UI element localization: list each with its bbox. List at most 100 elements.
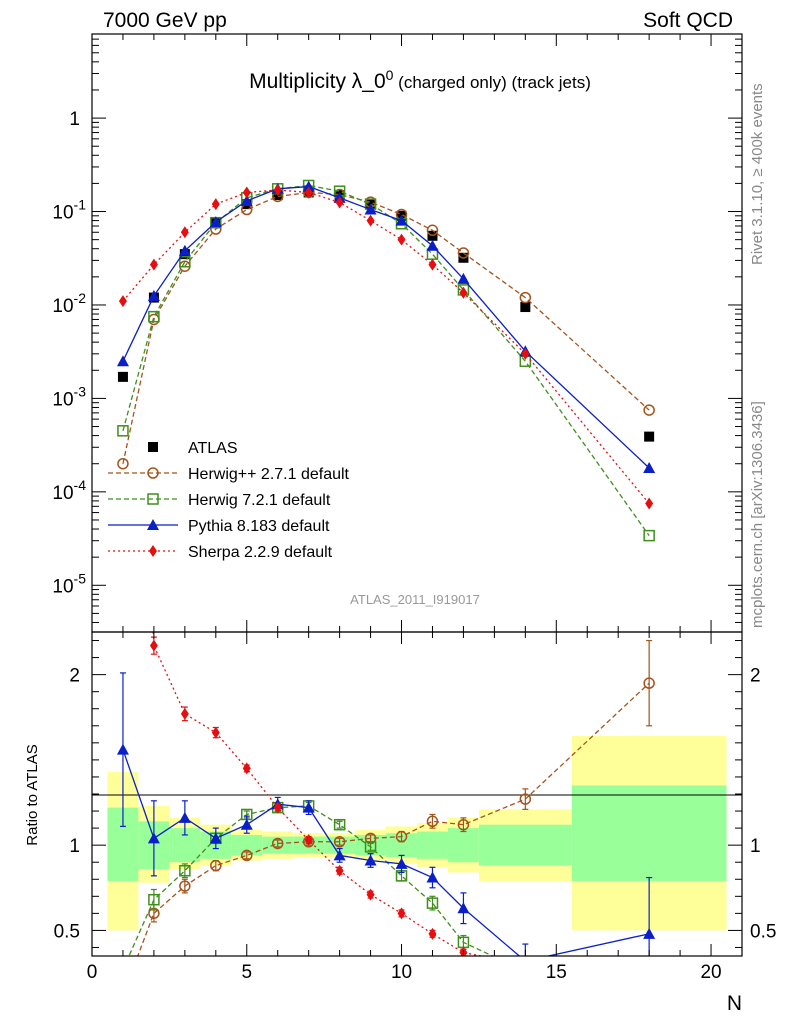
ratio-point (240, 818, 253, 830)
series-line (122, 184, 650, 536)
x-tick-label: 0 (87, 962, 98, 983)
ratio-point (426, 815, 439, 828)
data-point (643, 404, 655, 416)
ratio-point (179, 880, 191, 892)
data-point (180, 226, 189, 239)
ratio-series-herwig-- (118, 639, 655, 1000)
main-plot-frame (91, 33, 743, 633)
legend-entry: Herwig 7.2.1 default (108, 492, 331, 509)
data-point (149, 258, 158, 271)
data-point (118, 295, 127, 308)
data-point (643, 461, 656, 473)
data-point (520, 302, 531, 313)
data-point (395, 214, 408, 226)
ratio-point (645, 977, 653, 989)
stat-band (386, 833, 417, 858)
data-point (428, 258, 437, 271)
data-point (178, 244, 191, 256)
ratio-point (180, 707, 189, 720)
stat-band (478, 824, 572, 866)
ratio-plot-panel: 0 5 10 15 20 0.5 0.5 1 1 2 2 Ratio to ATLAS N (24, 631, 776, 1015)
x-axis-label: N (727, 992, 742, 1015)
side-label-bottom: mcplots.cern.ch [arXiv:1306.3436] (749, 401, 766, 628)
legend-marker (147, 519, 159, 530)
data-point (519, 291, 532, 304)
series-line (122, 185, 650, 469)
ratio-point (333, 818, 346, 831)
ratio-point (644, 997, 654, 1007)
ratio-point (643, 677, 655, 689)
ratio-point (116, 743, 129, 755)
ratio-point (148, 893, 160, 906)
series-line (122, 191, 650, 464)
analysis-label: ATLAS_2011_I919017 (350, 592, 480, 607)
series-atlas (117, 187, 655, 442)
ratio-y-tick-label-right: 2 (750, 666, 761, 687)
stat-band (417, 831, 448, 859)
ratio-point (333, 835, 346, 848)
stat-band (447, 828, 479, 863)
x-tick-label: 5 (241, 962, 252, 983)
x-tick-label: 10 (391, 962, 412, 983)
data-point (209, 216, 222, 228)
data-point (117, 371, 128, 382)
x-tick-label: 20 (700, 962, 721, 983)
ratio-point (395, 857, 408, 869)
legend: ATLAS Herwig++ 2.7.1 default Herwig 7.2.1 … (108, 440, 350, 561)
ratio-line (122, 749, 650, 956)
ratio-point (302, 801, 315, 813)
legend-entry: ATLAS (148, 440, 238, 457)
ratio-point (426, 897, 439, 909)
data-point (273, 183, 282, 196)
series-pythia (116, 180, 656, 473)
ratio-point (457, 818, 470, 831)
ratio-y-tick-label: 0.5 (54, 921, 80, 942)
series-line (122, 189, 650, 504)
data-point (179, 256, 191, 268)
legend-label: Sherpa 2.2.9 default (188, 544, 333, 561)
stat-band (571, 785, 727, 881)
legend-label: Pythia 8.183 default (188, 518, 330, 535)
legend-entry: Herwig++ 2.7.1 default (108, 466, 350, 483)
data-point (457, 272, 470, 284)
ratio-series-pythia (116, 672, 656, 956)
ratio-point (364, 854, 377, 866)
y-tick-label: 10-5 (52, 570, 86, 597)
stat-band (231, 834, 263, 856)
plot-title-main: Multiplicity λ_0 (249, 70, 386, 93)
series-sherpa (118, 183, 654, 510)
ratio-point (520, 966, 530, 976)
side-label-top: Rivet 3.1.10, ≥ 400k events (749, 83, 766, 265)
legend-entry: Sherpa 2.2.9 default (108, 544, 333, 561)
plot-title-sup: 0 (386, 67, 394, 83)
legend-marker (147, 467, 159, 479)
data-point (242, 186, 251, 199)
legend-marker (148, 442, 158, 452)
legend-marker (147, 493, 159, 505)
x-tick-label: 15 (546, 962, 567, 983)
data-point (426, 224, 439, 237)
data-point (304, 186, 313, 199)
data-point (644, 431, 655, 442)
data-point (211, 198, 220, 211)
y-tick-label: 10-2 (52, 290, 86, 317)
data-point (117, 457, 129, 470)
ratio-plot-frame (91, 631, 743, 957)
ratio-point (333, 849, 346, 861)
ratio-point (524, 955, 526, 956)
data-point (240, 194, 253, 206)
ratio-point (273, 801, 282, 814)
legend-entry: Pythia 8.183 default (108, 518, 330, 535)
series-herwig (117, 179, 655, 542)
y-tick-label: 1 (69, 109, 80, 130)
ratio-point (211, 726, 220, 739)
ratio-point (271, 837, 284, 850)
data-point (521, 347, 530, 360)
ratio-point (118, 990, 128, 1000)
ratio-point (426, 871, 439, 883)
ratio-point (335, 864, 344, 877)
data-point (366, 214, 375, 227)
data-point (457, 247, 470, 259)
legend-marker (149, 545, 157, 557)
ratio-y-tick-label: 1 (69, 836, 80, 857)
